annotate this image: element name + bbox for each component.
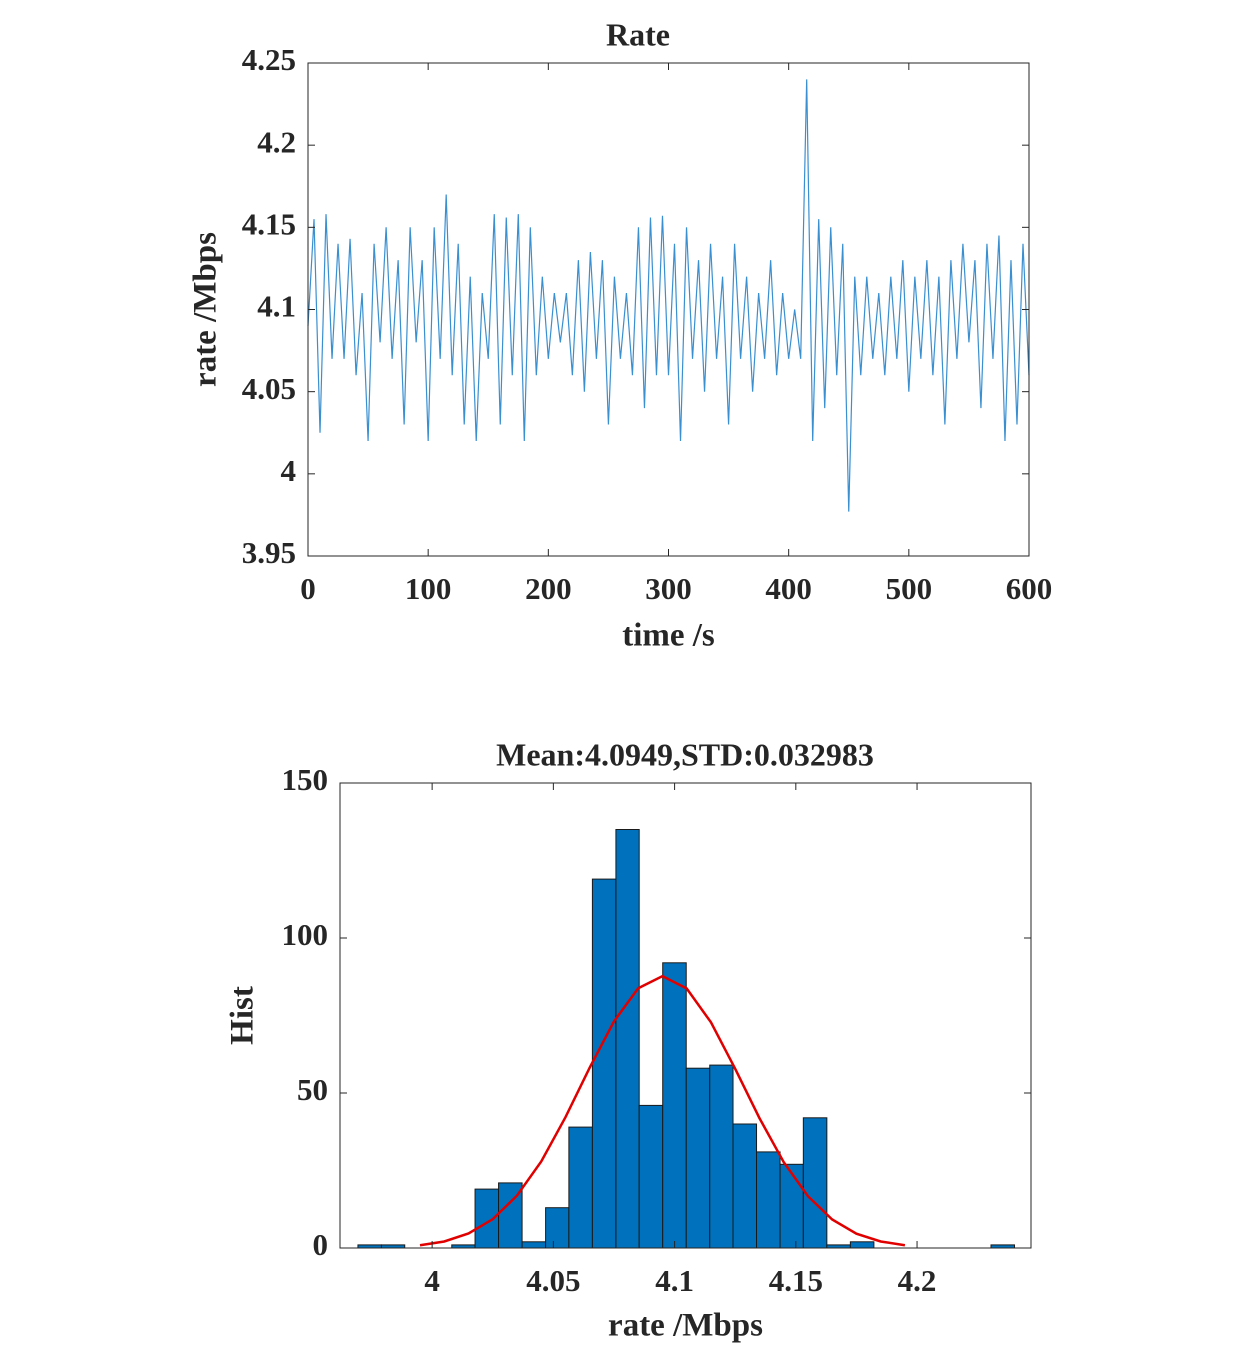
y-tick-label: 4.25 <box>242 42 296 77</box>
rate-line <box>307 79 1030 512</box>
x-tick-label: 4.05 <box>526 1263 580 1298</box>
y-axis-label: rate /Mbps <box>188 232 224 387</box>
hist-bar <box>802 1117 828 1249</box>
y-tick-label: 50 <box>297 1072 328 1107</box>
axes-frame <box>339 782 1032 1249</box>
hist-bar <box>521 1241 547 1249</box>
hist-bar <box>709 1064 734 1249</box>
x-tick-label: 4.2 <box>898 1263 937 1298</box>
x-tick-label: 0 <box>300 571 316 606</box>
y-tick-label: 4.05 <box>242 371 296 406</box>
hist-bar <box>638 1104 664 1249</box>
y-tick-label: 0 <box>313 1227 329 1262</box>
y-tick-label: 150 <box>282 762 329 797</box>
x-tick-label: 600 <box>1006 571 1053 606</box>
x-tick-label: 4.15 <box>769 1263 823 1298</box>
hist-bar <box>732 1123 758 1249</box>
y-tick-label: 4.1 <box>257 289 296 324</box>
x-tick-label: 400 <box>765 571 812 606</box>
hist-bar <box>591 878 617 1249</box>
x-axis-label: time /s <box>622 618 715 654</box>
fit-curve <box>419 974 906 1247</box>
y-tick-label: 4.15 <box>242 206 296 241</box>
y-tick-label: 3.95 <box>242 535 296 570</box>
y-tick-label: 100 <box>282 917 329 952</box>
hist-bar <box>568 1126 593 1249</box>
hist-bar <box>779 1163 804 1249</box>
plot-area <box>308 63 1029 556</box>
x-tick-label: 500 <box>886 571 933 606</box>
hist-bar <box>545 1207 570 1249</box>
hist-bar <box>685 1067 711 1249</box>
chart-title: Mean:4.0949,STD:0.032983 <box>496 736 874 772</box>
x-tick-label: 4 <box>424 1263 440 1298</box>
x-tick-label: 200 <box>525 571 572 606</box>
hist-bar <box>849 1241 875 1249</box>
y-axis-label: Hist <box>225 986 261 1045</box>
hist-bar <box>756 1151 781 1249</box>
chart-title: Rate <box>606 16 670 52</box>
y-tick-label: 4 <box>281 453 297 488</box>
x-tick-label: 4.1 <box>655 1263 694 1298</box>
x-tick-label: 300 <box>645 571 692 606</box>
hist-bar <box>615 829 640 1249</box>
x-axis-label: rate /Mbps <box>608 1308 763 1344</box>
y-tick-label: 4.2 <box>257 124 296 159</box>
hist-bar <box>662 962 687 1249</box>
x-tick-label: 100 <box>405 571 452 606</box>
